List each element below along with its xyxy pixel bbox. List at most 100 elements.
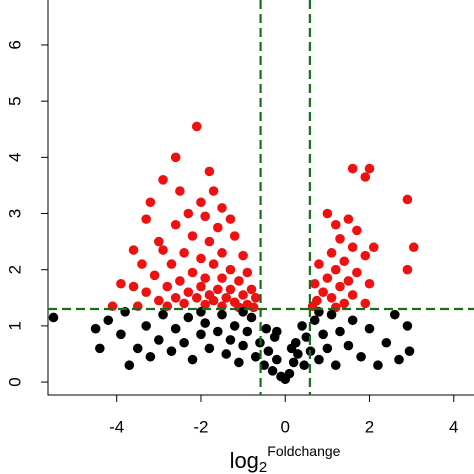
data-point — [284, 368, 295, 379]
data-point — [183, 208, 194, 219]
data-point — [48, 312, 59, 323]
data-point — [208, 259, 219, 269]
data-point — [242, 326, 253, 337]
data-point — [213, 284, 223, 295]
data-point — [217, 203, 227, 213]
data-point — [404, 346, 415, 356]
data-point — [158, 245, 168, 255]
data-point — [309, 278, 320, 289]
data-point — [242, 267, 253, 278]
data-point — [339, 298, 350, 309]
data-point — [347, 163, 358, 174]
data-point — [213, 222, 223, 233]
data-point — [154, 295, 164, 306]
data-point — [330, 219, 341, 230]
data-point — [200, 211, 210, 222]
data-point — [293, 349, 303, 359]
data-point — [286, 343, 297, 354]
data-point — [166, 346, 177, 356]
data-point — [229, 231, 240, 241]
data-point — [408, 242, 419, 253]
x-tick-label: -2 — [193, 417, 208, 436]
x-label-main: log — [230, 448, 259, 473]
data-point — [364, 323, 375, 334]
data-point — [272, 354, 282, 365]
data-point — [217, 309, 227, 320]
data-point — [154, 236, 164, 247]
data-point — [360, 298, 371, 309]
data-point — [225, 284, 236, 295]
data-point — [352, 267, 362, 278]
data-point — [330, 264, 341, 275]
data-point — [154, 335, 164, 345]
data-point — [175, 186, 185, 196]
data-point — [221, 349, 232, 359]
data-point — [356, 351, 366, 362]
data-point — [145, 351, 156, 362]
data-point — [238, 250, 248, 261]
data-point — [204, 236, 215, 247]
data-point — [288, 357, 299, 368]
data-point — [170, 219, 181, 230]
data-point — [149, 270, 160, 281]
data-point — [347, 242, 358, 253]
data-point — [360, 172, 371, 182]
data-point — [124, 360, 135, 371]
data-point — [170, 323, 181, 334]
data-point — [208, 295, 219, 306]
data-point — [116, 329, 126, 340]
data-point — [309, 315, 320, 326]
data-point — [179, 337, 189, 348]
y-tick-label: 6 — [5, 40, 24, 49]
data-point — [314, 259, 324, 269]
data-point — [187, 354, 198, 365]
data-point — [137, 259, 147, 269]
data-point — [234, 276, 244, 286]
data-point — [301, 332, 312, 342]
data-point — [335, 326, 345, 337]
data-point — [343, 214, 354, 224]
data-point — [364, 278, 375, 289]
data-point — [204, 343, 215, 354]
data-point — [170, 292, 181, 303]
data-point — [200, 273, 210, 283]
x-label-sup: Foldchange — [267, 443, 340, 459]
data-point — [373, 360, 383, 371]
data-point — [322, 343, 333, 354]
data-point — [322, 208, 333, 219]
x-tick-label: -4 — [109, 417, 124, 436]
data-point — [343, 276, 354, 286]
plot-frame — [47, 0, 474, 396]
data-point — [187, 231, 198, 241]
data-point — [183, 312, 194, 323]
data-point — [175, 276, 185, 286]
data-point — [225, 335, 236, 345]
data-point — [318, 287, 328, 297]
data-point — [191, 292, 202, 303]
data-point — [95, 343, 105, 354]
data-point — [352, 225, 362, 236]
x-label-sub: 2 — [259, 459, 267, 474]
data-point — [297, 321, 307, 331]
data-point — [322, 273, 333, 283]
data-point — [238, 290, 248, 300]
data-point — [299, 360, 309, 371]
data-point — [381, 337, 392, 348]
data-point — [246, 312, 257, 323]
data-point — [166, 259, 177, 269]
data-point — [213, 326, 223, 337]
data-point — [360, 250, 371, 261]
data-point — [196, 253, 206, 264]
data-point — [326, 309, 337, 320]
data-point — [246, 284, 257, 295]
data-point — [221, 292, 232, 303]
data-point — [261, 323, 272, 334]
data-point — [170, 152, 181, 163]
data-point — [318, 329, 328, 340]
x-tick-label: 0 — [280, 417, 289, 436]
data-point — [364, 163, 375, 174]
data-point — [225, 264, 236, 275]
data-point — [196, 281, 206, 292]
